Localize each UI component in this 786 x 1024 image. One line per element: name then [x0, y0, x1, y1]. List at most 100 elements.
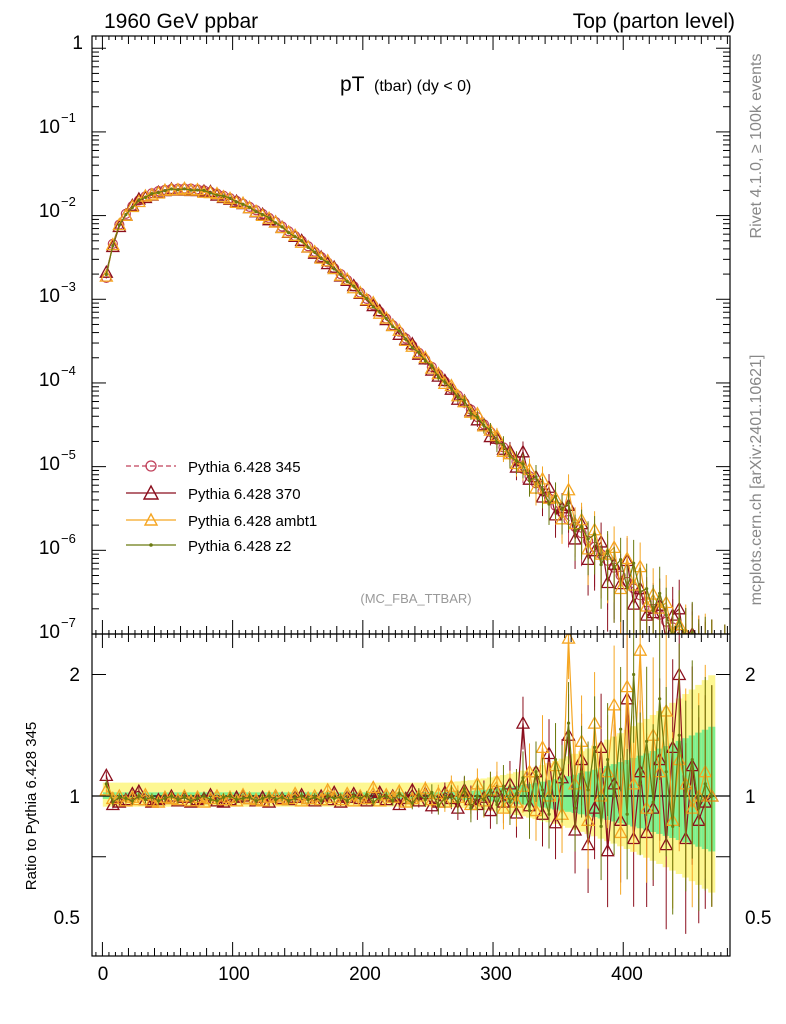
- data-point-dot: [475, 415, 480, 419]
- data-point-triangle: [379, 312, 394, 326]
- data-point-dot: [469, 411, 473, 416]
- x-tick-100: 100: [218, 964, 250, 985]
- data-point-dot: [560, 782, 564, 786]
- data-point-dot: [273, 798, 278, 802]
- y-tick-label-1e-3: 10 −3: [39, 279, 76, 307]
- data-point-dot: [619, 727, 623, 731]
- data-point-dot: [651, 609, 655, 613]
- data-point-triangle: [261, 212, 277, 226]
- data-point-dot: [130, 205, 134, 210]
- data-point-dot: [703, 782, 707, 786]
- data-point-triangle: [411, 345, 426, 359]
- data-point-dot: [300, 794, 304, 798]
- svg-text:10: 10: [39, 370, 60, 391]
- data-point-dot: [566, 721, 571, 725]
- data-point-dot: [326, 794, 330, 798]
- svg-text:−4: −4: [61, 363, 76, 378]
- header-left-label: 1960 GeV ppbar: [104, 10, 258, 33]
- data-point-dot: [462, 787, 466, 791]
- data-point-dot: [423, 359, 427, 363]
- data-point-dot: [638, 590, 642, 594]
- data-point-dot: [553, 494, 558, 498]
- data-point-dot: [658, 591, 662, 595]
- main-panel-curves: [99, 181, 726, 651]
- data-point-dot: [365, 296, 369, 301]
- ratio-tick-1-right: 1: [745, 787, 756, 808]
- plot-title-sub: (tbar) (dy < 0): [374, 78, 471, 95]
- data-point-dot: [234, 200, 239, 204]
- data-point-triangle: [255, 207, 270, 221]
- data-point-dot: [501, 442, 506, 447]
- data-point-triangle: [333, 267, 348, 281]
- data-point-dot: [586, 537, 590, 541]
- data-point-triangle: [587, 800, 602, 814]
- data-point-dot: [319, 256, 323, 261]
- data-point-dot: [267, 216, 271, 220]
- ratio-line: [105, 674, 713, 827]
- series-line: [105, 187, 681, 634]
- data-point-triangle: [281, 224, 296, 238]
- data-point-dot: [287, 799, 291, 803]
- ratio-tick-2-left: 2: [69, 665, 80, 686]
- data-point-dot: [241, 202, 245, 206]
- data-point-dot: [645, 739, 649, 743]
- data-point-triangle: [411, 346, 426, 360]
- data-point-dot: [540, 788, 545, 792]
- data-point-triangle: [359, 292, 374, 306]
- data-point-dot: [404, 796, 408, 801]
- data-point-dot: [150, 191, 154, 196]
- data-point-triangle: [209, 186, 225, 200]
- data-point-dot: [521, 462, 525, 466]
- x-tick-labels: 0 100 200 300 400: [98, 964, 643, 985]
- data-point-dot: [704, 648, 707, 651]
- data-point-dot: [482, 798, 486, 802]
- data-point-dot: [645, 587, 649, 591]
- data-point-dot: [365, 793, 369, 797]
- plot-title-main: pT: [340, 73, 365, 96]
- data-point-triangle: [99, 268, 114, 282]
- y-tick-label-1e-7: 10 −7: [39, 615, 76, 643]
- data-point-dot: [104, 782, 108, 786]
- data-point-triangle: [398, 332, 413, 346]
- data-point-dot: [560, 507, 564, 512]
- data-point-dot: [260, 212, 265, 217]
- series-pythia-6-428-z2: [104, 187, 726, 651]
- data-point-dot: [345, 279, 349, 284]
- data-point-dot: [339, 795, 343, 799]
- data-point-triangle: [99, 264, 114, 278]
- data-point-dot: [599, 563, 603, 567]
- data-point-dot: [254, 799, 258, 803]
- data-point-dot: [488, 428, 493, 432]
- data-point-triangle: [301, 239, 316, 253]
- data-point-dot: [495, 440, 499, 444]
- data-point-triangle: [118, 793, 133, 807]
- legend-label-ambt1: Pythia 6.428 ambt1: [188, 513, 317, 530]
- data-point-dot: [293, 796, 297, 801]
- data-point-dot: [117, 795, 121, 799]
- data-point-circle: [682, 632, 690, 634]
- data-point-dot: [573, 806, 577, 810]
- data-point-dot: [664, 770, 668, 774]
- series-line: [105, 188, 693, 634]
- data-point-triangle: [242, 200, 257, 214]
- ratio-tick-0.5-right: 0.5: [745, 908, 771, 929]
- data-point-dot: [430, 790, 434, 794]
- data-point-dot: [280, 225, 284, 229]
- svg-text:10: 10: [39, 538, 60, 559]
- data-point-triangle: [261, 210, 277, 224]
- data-point-triangle: [346, 280, 361, 294]
- data-point-dot: [221, 194, 226, 198]
- data-point-dot: [482, 423, 486, 428]
- data-point-dot: [293, 235, 297, 239]
- data-point-dot: [378, 310, 382, 314]
- data-point-triangle: [307, 244, 322, 258]
- data-point-triangle: [424, 362, 439, 376]
- data-point-dot: [527, 479, 532, 483]
- data-point-dot: [690, 630, 694, 634]
- data-point-dot: [117, 223, 121, 227]
- y-tick-label-1e-1: 10 −1: [39, 110, 76, 138]
- data-point-dot: [176, 798, 180, 802]
- svg-text:10: 10: [39, 286, 60, 307]
- data-point-dot: [521, 776, 525, 780]
- svg-text:10: 10: [39, 622, 60, 643]
